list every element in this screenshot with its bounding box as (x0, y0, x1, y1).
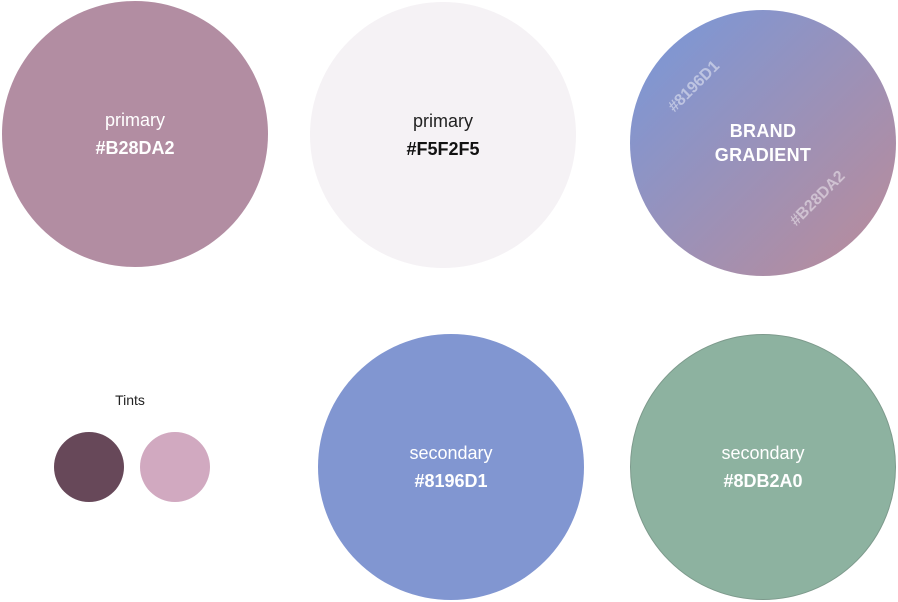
swatch-name: primary (104, 110, 165, 130)
swatch-name: primary (412, 111, 473, 131)
swatch-hex: #8DB2A0 (723, 471, 803, 491)
primary-swatch: primary #B28DA2 (2, 1, 268, 267)
secondary-blue-swatch: secondary #8196D1 (318, 334, 584, 600)
secondary-green-swatch: secondary #8DB2A0 (630, 334, 896, 600)
swatch-hex: #B28DA2 (95, 138, 175, 158)
tints-label: Tints (115, 392, 145, 408)
swatch-hex: #8196D1 (414, 471, 488, 491)
swatch-hex: #F5F2F5 (406, 139, 480, 159)
swatch-name: secondary (721, 443, 805, 463)
tint-light-swatch (140, 432, 210, 502)
gradient-title-line1: BRAND (729, 121, 797, 141)
brand-gradient-swatch: BRAND GRADIENT (630, 10, 896, 276)
tint-dark-swatch (54, 432, 124, 502)
swatch-name: secondary (409, 443, 493, 463)
gradient-title-line2: GRADIENT (714, 145, 812, 165)
primary-light-swatch: primary #F5F2F5 (310, 2, 576, 268)
